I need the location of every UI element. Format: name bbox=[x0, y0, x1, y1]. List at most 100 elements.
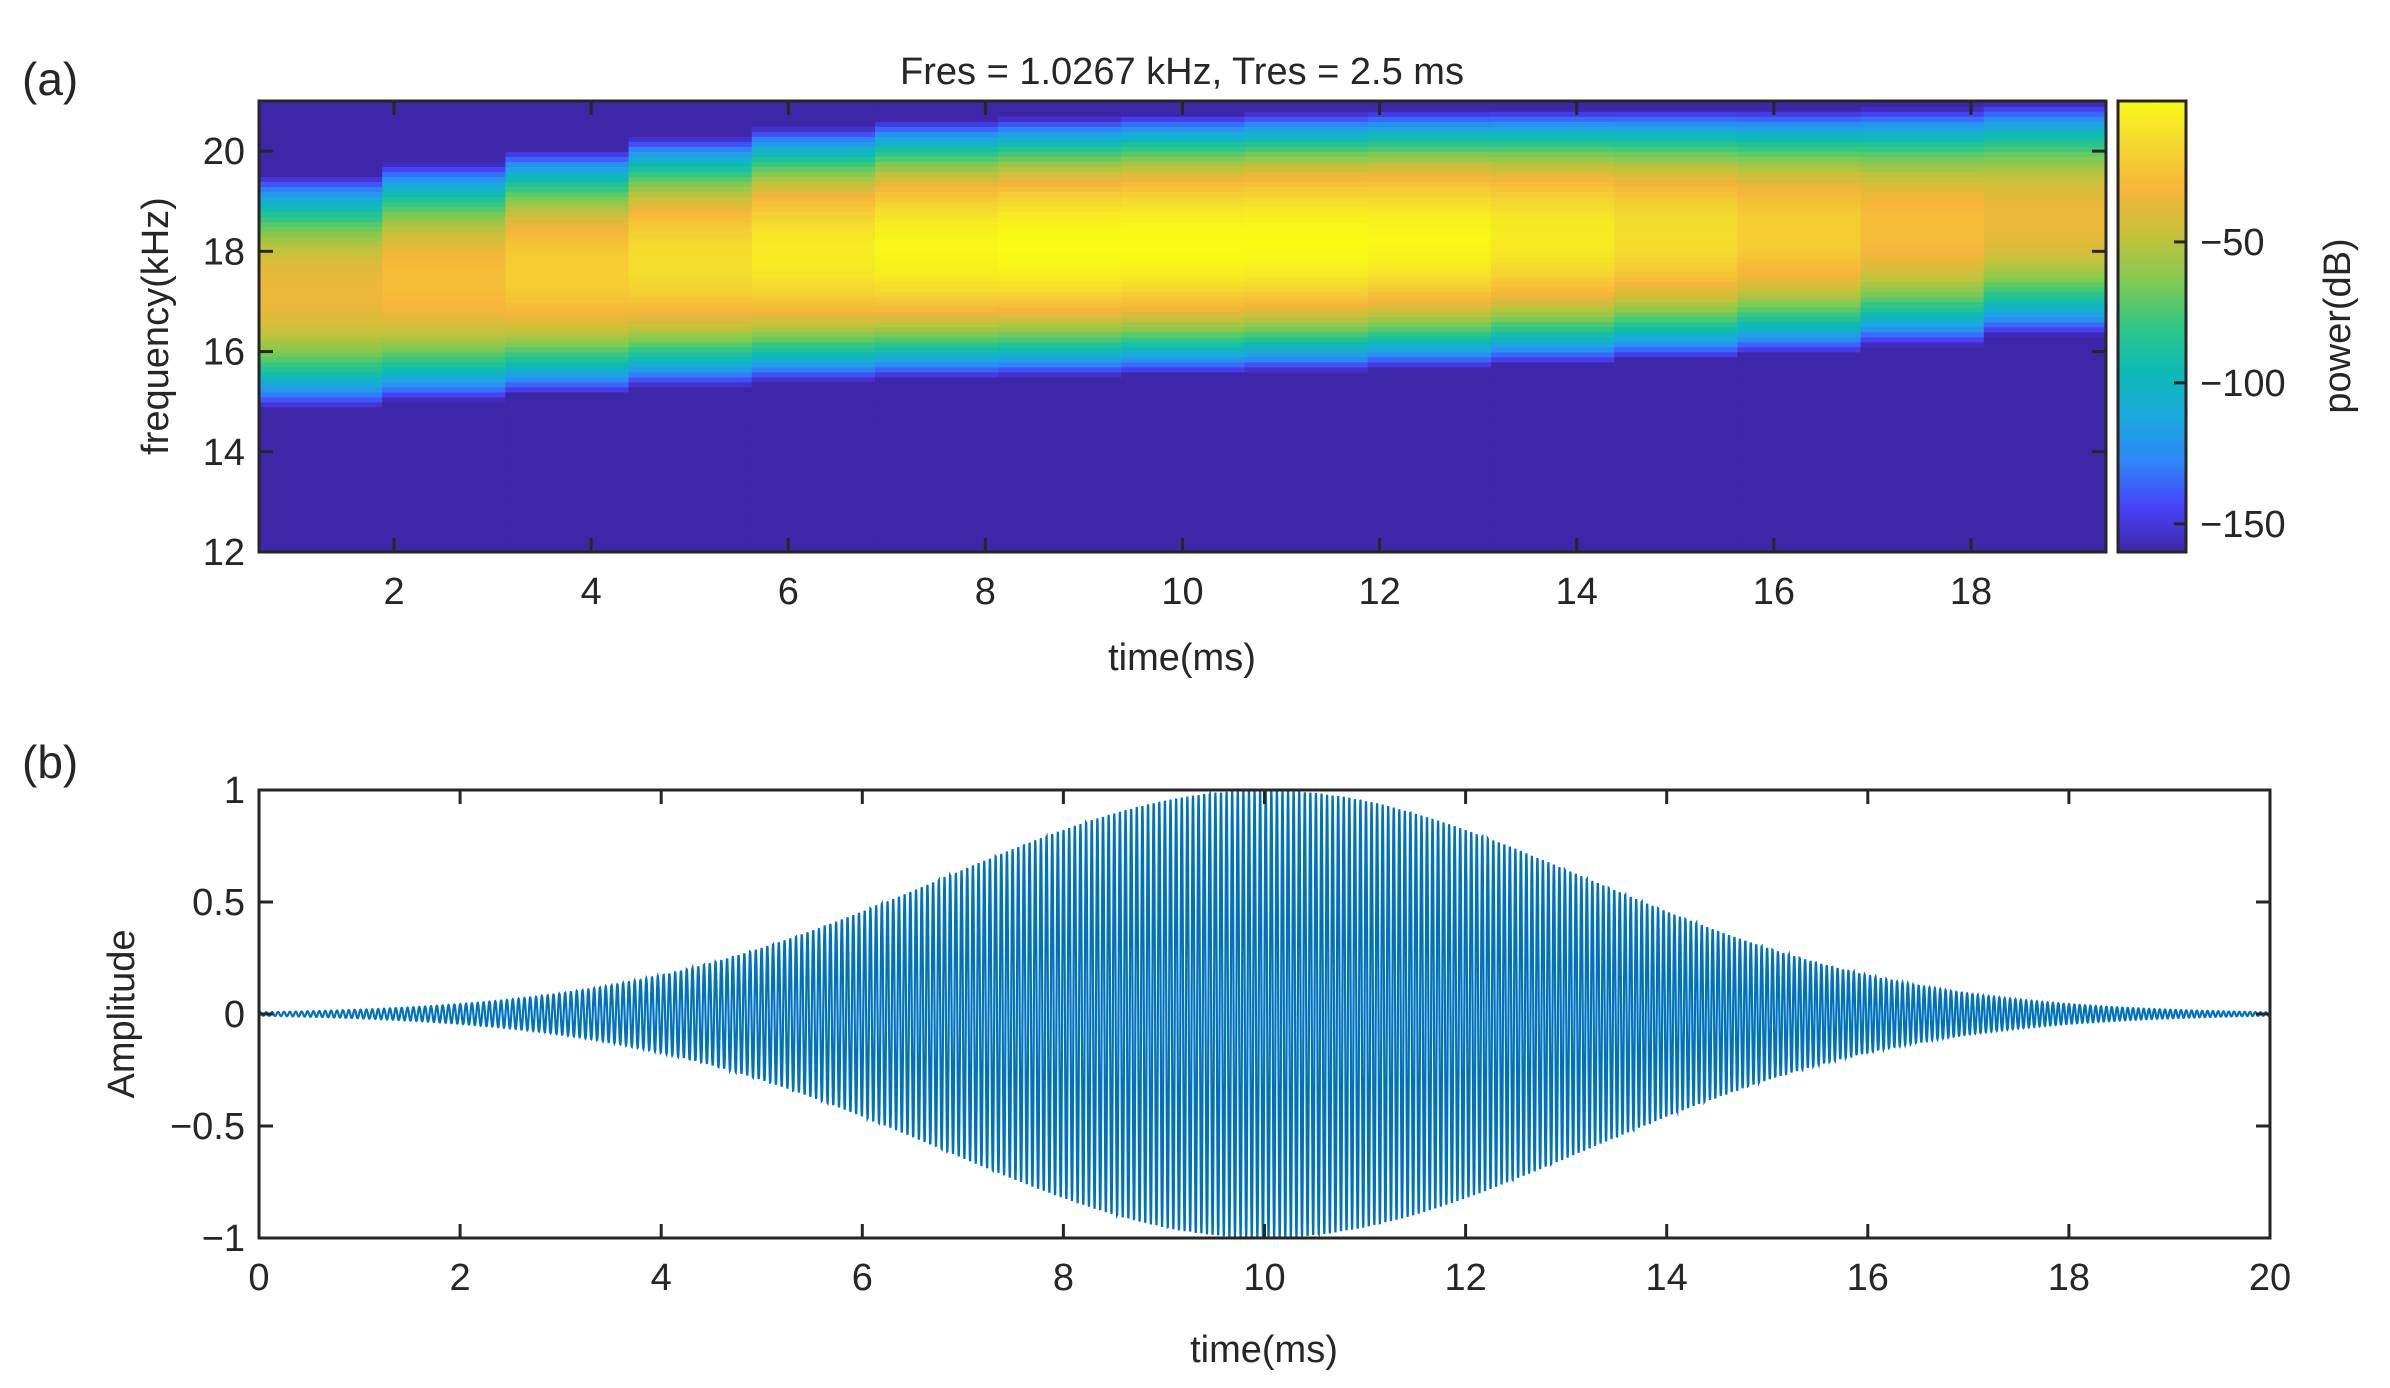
spectrogram-cell bbox=[1121, 371, 1246, 378]
spectrogram-cell bbox=[751, 541, 876, 548]
spectrogram-cell bbox=[751, 211, 876, 218]
spectrogram-cell bbox=[1737, 101, 1862, 107]
spectrogram-cell bbox=[1614, 186, 1739, 192]
spectrogram-cell bbox=[1244, 246, 1369, 253]
spectrogram-cell bbox=[259, 211, 383, 218]
spectrogram-cell bbox=[1244, 256, 1369, 263]
spectrogram-cell bbox=[1490, 521, 1615, 528]
spectrogram-cell bbox=[751, 376, 876, 383]
spectrogram-cell bbox=[1490, 191, 1615, 198]
spectrogram-cell bbox=[751, 531, 876, 538]
spectrogram-cell bbox=[382, 121, 507, 127]
spectrogram-cell bbox=[259, 506, 383, 513]
spectrogram-cell bbox=[1860, 386, 1985, 393]
spectrogram-cell bbox=[1367, 116, 1492, 122]
spectrogram-cell bbox=[874, 116, 999, 122]
spectrogram-cell bbox=[259, 396, 383, 403]
spectrogram-cell bbox=[998, 476, 1123, 483]
spectrogram-cell bbox=[628, 121, 753, 127]
spectrogram-cell bbox=[1121, 456, 1246, 463]
spectrogram-cell bbox=[1737, 406, 1862, 413]
spectrogram-cell bbox=[1367, 301, 1492, 308]
spectrogram-cell bbox=[382, 186, 507, 192]
spectrogram-cell bbox=[1244, 136, 1369, 142]
spectrogram-cell bbox=[1367, 101, 1492, 107]
spectrogram-cell bbox=[382, 486, 507, 493]
spectrogram-cell bbox=[1614, 371, 1739, 378]
spectrogram-cell bbox=[382, 316, 507, 323]
spectrogram-cell bbox=[1490, 146, 1615, 152]
spectrogram-cell bbox=[1121, 331, 1246, 338]
spectrogram-cell bbox=[628, 341, 753, 348]
spectrogram-cell bbox=[874, 251, 999, 258]
spectrogram-cell bbox=[1614, 516, 1739, 523]
spectrogram-cell bbox=[1367, 481, 1492, 488]
spectrogram-cell bbox=[1983, 221, 2106, 228]
spectrogram-cell bbox=[1367, 341, 1492, 348]
spectrogram-cell bbox=[998, 391, 1123, 398]
spectrogram-cell bbox=[1244, 296, 1369, 303]
spectrogram-cell bbox=[505, 476, 630, 483]
spectrogram-cell bbox=[1614, 366, 1739, 373]
spectrogram-cell bbox=[1983, 476, 2106, 483]
spectrogram-cell bbox=[259, 186, 383, 192]
spectrogram-cell bbox=[1490, 516, 1615, 523]
spectrogram-cell bbox=[874, 261, 999, 268]
spectrogram-cell bbox=[998, 486, 1123, 493]
spectrogram-cell bbox=[259, 461, 383, 468]
spectrogram-cell bbox=[751, 281, 876, 288]
spectrogram-cell bbox=[751, 151, 876, 157]
spectrogram-cell bbox=[628, 326, 753, 333]
spectrogram-cell bbox=[382, 161, 507, 167]
spectrogram-cell bbox=[505, 226, 630, 233]
spectrogram-cell bbox=[1737, 286, 1862, 293]
spectrogram-cell bbox=[1121, 296, 1246, 303]
spectrogram-cell bbox=[751, 496, 876, 503]
spectrogram-cell bbox=[1614, 506, 1739, 513]
x-tick-label: 12 bbox=[1358, 571, 1400, 613]
x-tick-label: 4 bbox=[651, 1257, 672, 1299]
spectrogram-cell bbox=[382, 301, 507, 308]
spectrogram-cell bbox=[998, 256, 1123, 263]
spectrogram-cell bbox=[1737, 546, 1862, 552]
spectrogram-cell bbox=[505, 436, 630, 443]
spectrogram-cell bbox=[1490, 431, 1615, 438]
spectrogram-cell bbox=[1367, 456, 1492, 463]
spectrogram-cell bbox=[1737, 386, 1862, 393]
spectrogram-cell bbox=[382, 156, 507, 162]
spectrogram-cell bbox=[1121, 356, 1246, 363]
spectrogram-cell bbox=[1367, 106, 1492, 112]
spectrogram-cell bbox=[1490, 536, 1615, 543]
spectrogram-cell bbox=[1737, 196, 1862, 203]
spectrogram-cell bbox=[1367, 381, 1492, 388]
spectrogram-cell bbox=[1860, 246, 1985, 253]
colorbar: −50 −100 −150 power(dB) bbox=[2116, 99, 2359, 554]
spectrogram-cell bbox=[259, 451, 383, 458]
spectrogram-cell bbox=[1121, 346, 1246, 353]
spectrogram-cell bbox=[1983, 156, 2106, 162]
spectrogram-cell bbox=[1983, 236, 2106, 243]
spectrogram-cell bbox=[1121, 391, 1246, 398]
spectrogram-cell bbox=[628, 216, 753, 223]
spectrogram-cell bbox=[1490, 156, 1615, 162]
spectrogram-cell bbox=[1983, 121, 2106, 127]
spectrogram-cell bbox=[874, 206, 999, 213]
spectrogram-cell bbox=[628, 481, 753, 488]
spectrogram-cell bbox=[1244, 511, 1369, 518]
spectrogram-cell bbox=[874, 111, 999, 117]
spectrogram-cell bbox=[1121, 526, 1246, 533]
spectrogram-cell bbox=[1367, 371, 1492, 378]
y-tick-label: −1 bbox=[202, 1218, 245, 1260]
spectrogram-cell bbox=[1121, 521, 1246, 528]
spectrogram-cell bbox=[751, 476, 876, 483]
spectrogram-cell bbox=[628, 116, 753, 122]
spectrogram-cell bbox=[751, 491, 876, 498]
spectrogram-cell bbox=[259, 441, 383, 448]
spectrogram-cell bbox=[998, 381, 1123, 388]
spectrogram-cell bbox=[1614, 421, 1739, 428]
spectrogram-cell bbox=[1983, 391, 2106, 398]
spectrogram-frame bbox=[1367, 101, 1492, 552]
spectrogram-cell bbox=[751, 341, 876, 348]
spectrogram-cell bbox=[382, 256, 507, 263]
spectrogram-frame bbox=[751, 101, 876, 552]
